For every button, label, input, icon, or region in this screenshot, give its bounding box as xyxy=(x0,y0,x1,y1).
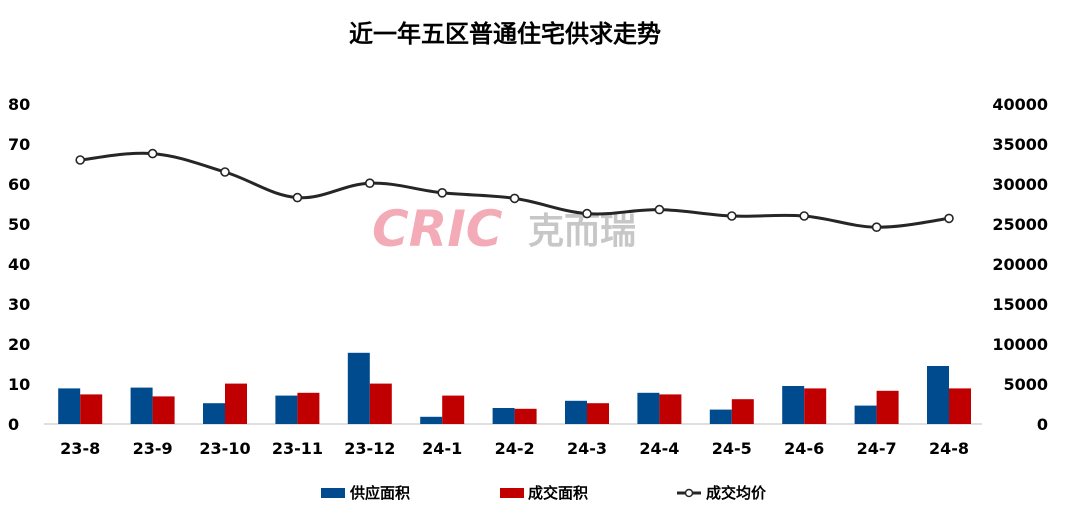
supply-bar xyxy=(637,392,660,424)
chart-title: 近一年五区普通住宅供求走势 xyxy=(349,20,661,48)
x-tick-label: 24-5 xyxy=(712,439,752,458)
y-left-tick-label: 30 xyxy=(8,295,30,314)
deal-bar xyxy=(949,388,971,424)
watermark-brand-latin: CRIC xyxy=(372,200,503,258)
deal-bar xyxy=(225,383,247,424)
cric-watermark: CRIC 克而瑞 xyxy=(372,200,636,258)
price-point xyxy=(799,211,810,221)
deal-bar xyxy=(731,399,754,424)
price-point xyxy=(509,193,520,204)
deal-bar xyxy=(369,383,392,424)
x-tick-label: 23-8 xyxy=(60,439,100,458)
legend-swatch-deal xyxy=(500,488,524,498)
deal-bar xyxy=(297,392,320,424)
y-right-tick-label: 40000 xyxy=(992,95,1048,114)
supply-bar xyxy=(709,409,732,424)
x-tick-label: 24-3 xyxy=(567,439,607,458)
price-point xyxy=(582,208,592,219)
price-point xyxy=(292,192,303,203)
price-point xyxy=(944,213,954,224)
x-tick-label: 24-8 xyxy=(929,439,969,458)
y-right-tick-label: 20000 xyxy=(992,255,1048,274)
x-tick-label: 24-1 xyxy=(422,439,462,458)
supply-bar xyxy=(203,403,225,424)
y-left-tick-label: 70 xyxy=(8,135,30,154)
x-tick-label: 24-4 xyxy=(639,439,679,458)
deal-bar xyxy=(514,408,537,424)
price-point xyxy=(75,155,85,165)
supply-bar xyxy=(130,387,153,424)
price-point xyxy=(437,188,448,198)
price-point xyxy=(871,222,882,232)
supply-bar xyxy=(275,395,298,424)
y-left-tick-label: 40 xyxy=(8,255,30,274)
bars-layer xyxy=(58,352,971,424)
x-tick-label: 23-10 xyxy=(199,439,250,458)
supply-bar xyxy=(492,408,515,424)
price-line-layer xyxy=(75,148,954,232)
legend-swatch-supply xyxy=(321,488,345,498)
y-left-tick-label: 0 xyxy=(8,415,19,434)
legend-marker-price xyxy=(684,488,694,498)
deal-bar xyxy=(804,388,827,424)
x-tick-label: 24-7 xyxy=(857,439,897,458)
y-left-tick-label: 50 xyxy=(8,215,30,234)
y-right-tick-label: 0 xyxy=(1037,415,1048,434)
legend-label-price: 成交均价 xyxy=(706,484,767,502)
supply-bar xyxy=(782,386,805,424)
supply-bar xyxy=(854,405,877,424)
x-tick-label: 23-9 xyxy=(133,439,173,458)
price-point xyxy=(364,178,375,188)
watermark-brand-cn: 克而瑞 xyxy=(528,211,636,252)
x-axis-ticks: 23-8 23-9 23-10 23-11 23-12 24-1 24-2 24-3 24-4 2… xyxy=(60,439,969,458)
deal-bar xyxy=(876,390,899,424)
y-left-tick-label: 10 xyxy=(8,375,30,394)
deal-bar xyxy=(587,403,609,424)
y-right-tick-label: 30000 xyxy=(992,175,1048,194)
x-tick-label: 23-12 xyxy=(344,439,395,458)
price-line xyxy=(80,151,950,229)
deal-bar xyxy=(659,394,682,424)
deal-bar xyxy=(152,396,175,424)
y-right-tick-label: 5000 xyxy=(1003,375,1048,394)
supply-bar xyxy=(565,400,587,424)
price-point xyxy=(147,148,158,159)
x-tick-label: 24-2 xyxy=(495,439,535,458)
left-axis: 0 10 20 30 40 50 60 70 80 xyxy=(8,95,30,434)
y-left-tick-label: 60 xyxy=(8,175,30,194)
y-right-tick-label: 35000 xyxy=(992,135,1048,154)
legend-label-supply: 供应面积 xyxy=(349,484,410,502)
right-axis: 0 5000 10000 15000 20000 25000 30000 35000 40000 xyxy=(992,95,1048,434)
price-point xyxy=(220,167,230,177)
y-right-tick-label: 10000 xyxy=(992,335,1048,354)
y-right-tick-label: 15000 xyxy=(992,295,1048,314)
supply-bar xyxy=(347,352,370,424)
price-point xyxy=(726,211,737,221)
deal-bar xyxy=(80,394,103,424)
y-left-tick-label: 80 xyxy=(8,95,30,114)
supply-bar xyxy=(927,366,949,424)
y-right-tick-label: 25000 xyxy=(992,215,1048,234)
x-tick-label: 24-6 xyxy=(784,439,824,458)
supply-bar xyxy=(420,416,443,424)
y-left-tick-label: 20 xyxy=(8,335,30,354)
legend-label-deal: 成交面积 xyxy=(528,484,588,502)
supply-bar xyxy=(58,388,81,424)
legend: 供应面积 成交面积 成交均价 xyxy=(321,484,767,502)
x-tick-label: 23-11 xyxy=(272,439,323,458)
price-point xyxy=(654,204,665,215)
deal-bar xyxy=(442,395,465,424)
